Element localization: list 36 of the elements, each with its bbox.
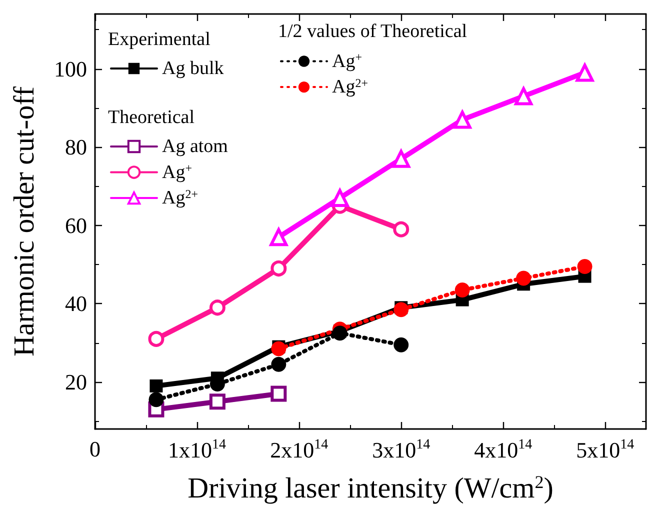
point bbox=[392, 150, 410, 168]
annotation: 1/2 values of Theoretical bbox=[278, 21, 468, 42]
point bbox=[577, 259, 592, 274]
y-axis-title: Harmonic order cut-off bbox=[8, 86, 40, 357]
point bbox=[453, 110, 472, 129]
point bbox=[332, 326, 348, 341]
point bbox=[454, 282, 470, 298]
point bbox=[271, 341, 286, 356]
point bbox=[270, 260, 287, 276]
point bbox=[148, 392, 164, 408]
y-tick-label: 40 bbox=[65, 291, 87, 316]
point bbox=[330, 189, 349, 208]
point bbox=[576, 64, 594, 82]
y-tick-label: 100 bbox=[54, 56, 87, 82]
y-tick-label: 80 bbox=[65, 134, 87, 160]
point bbox=[394, 337, 409, 352]
point bbox=[150, 379, 163, 392]
legend-label: Ag+ bbox=[162, 161, 192, 183]
y-tick-label: 60 bbox=[65, 212, 87, 238]
legend-label: Ag atom bbox=[162, 136, 228, 157]
point bbox=[270, 228, 288, 246]
point bbox=[516, 270, 532, 286]
legend-label: Ag bulk bbox=[162, 58, 224, 79]
point bbox=[394, 302, 409, 318]
point bbox=[393, 221, 410, 238]
legend-label: Ag+ bbox=[332, 50, 362, 72]
point bbox=[148, 330, 164, 347]
y-tick-label: 20 bbox=[65, 370, 87, 395]
x-tick-label: 0 bbox=[90, 436, 100, 462]
point bbox=[514, 87, 533, 106]
annotation: Experimental bbox=[108, 29, 210, 50]
point bbox=[271, 356, 286, 372]
annotation: Theoretical bbox=[108, 107, 195, 128]
point bbox=[209, 394, 226, 410]
point bbox=[209, 300, 226, 316]
point bbox=[270, 386, 287, 402]
